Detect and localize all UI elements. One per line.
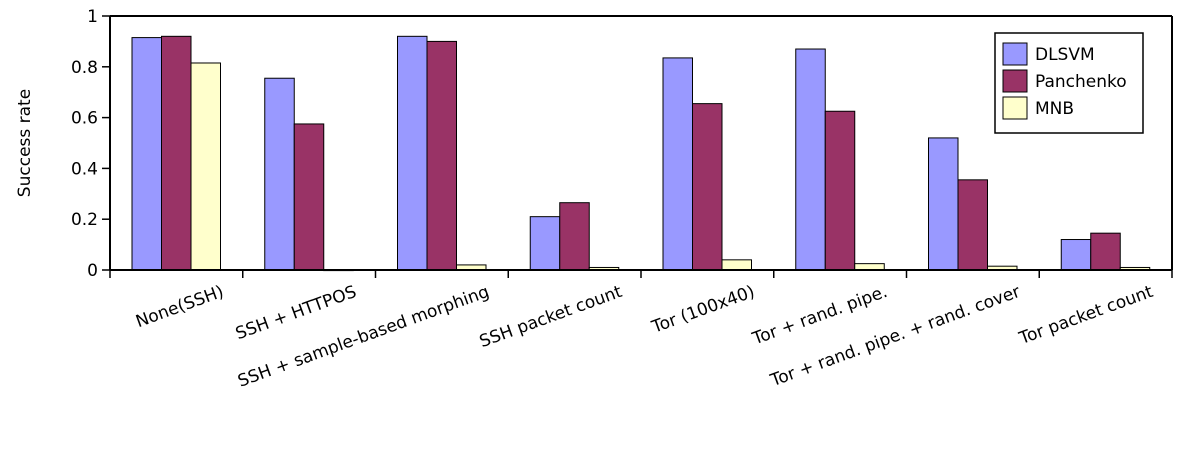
bar-panchenko-3 xyxy=(426,40,457,271)
legend-swatch-panchenko xyxy=(1002,69,1028,93)
legend-swatch-mnb xyxy=(1002,96,1028,120)
bar-panchenko-2 xyxy=(293,123,325,271)
legend-label-dlsvm: DLSVM xyxy=(1035,45,1095,65)
legend-swatch-dlsvm xyxy=(1002,42,1028,66)
bar-dlsvm-3 xyxy=(397,35,428,271)
x-category-label: None(SSH) xyxy=(133,282,226,332)
bar-dlsvm-8 xyxy=(1060,239,1092,271)
y-axis-ticks: 0 0.2 0.4 0.6 0.8 1 xyxy=(71,7,110,281)
bar-mnb-1 xyxy=(190,62,221,271)
bar-dlsvm-7 xyxy=(928,137,959,271)
bar-dlsvm-5 xyxy=(662,57,693,271)
bar-panchenko-1 xyxy=(161,35,192,271)
x-category-label: SSH packet count xyxy=(477,282,625,352)
y-tick-label: 1 xyxy=(87,7,98,27)
bar-dlsvm-4 xyxy=(529,216,561,271)
bar-panchenko-7 xyxy=(957,179,988,271)
y-tick-label: 0.4 xyxy=(71,159,98,179)
bar-mnb-5 xyxy=(721,259,752,271)
y-tick-label: 0.2 xyxy=(71,210,98,230)
x-category-label: Tor packet count xyxy=(1016,282,1156,349)
bar-panchenko-8 xyxy=(1090,232,1121,271)
bar-dlsvm-6 xyxy=(795,48,826,271)
legend-label-panchenko: Panchenko xyxy=(1035,72,1127,92)
y-axis-title: Success rate xyxy=(15,89,35,197)
bar-panchenko-6 xyxy=(824,110,856,271)
y-tick-label: 0.6 xyxy=(71,109,98,129)
x-category-label: Tor + rand. pipe. + rand. cover xyxy=(767,282,1023,391)
y-tick-label: 0 xyxy=(87,261,98,281)
legend-label-mnb: MNB xyxy=(1035,99,1074,119)
x-category-label: SSH + sample-based morphing xyxy=(235,282,492,392)
bars-layer xyxy=(131,35,1151,272)
y-tick-label: 0.8 xyxy=(71,58,98,78)
legend: DLSVM Panchenko MNB xyxy=(994,32,1144,134)
bar-dlsvm-2 xyxy=(264,77,295,271)
x-category-label: Tor (100x40) xyxy=(648,282,757,338)
bar-panchenko-5 xyxy=(692,103,723,271)
bar-dlsvm-1 xyxy=(131,37,162,271)
bar-panchenko-4 xyxy=(559,202,590,271)
